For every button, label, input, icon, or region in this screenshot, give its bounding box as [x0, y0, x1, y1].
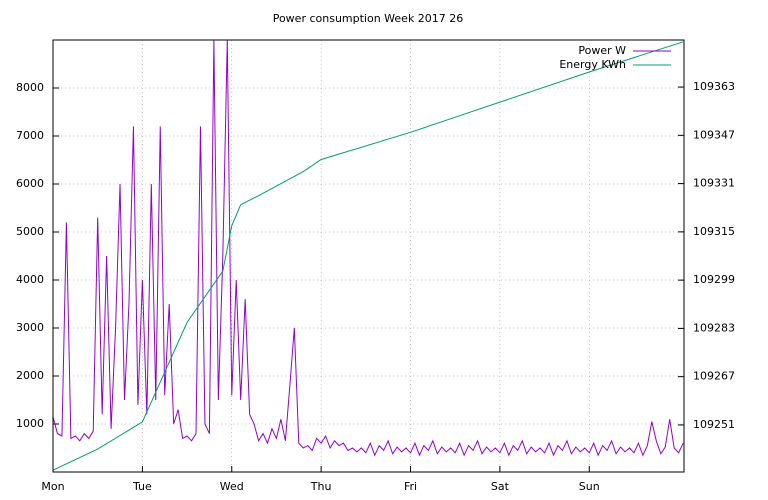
data-line	[53, 41, 684, 471]
y-tick-label: 7000	[16, 129, 44, 142]
x-tick-label: Sat	[491, 480, 510, 493]
y2-tick-label: 109267	[693, 370, 735, 383]
y-tick-label: 4000	[16, 273, 44, 286]
data-line	[53, 40, 684, 457]
x-tick-label: Wed	[220, 480, 244, 493]
y2-tick-label: 109251	[693, 418, 735, 431]
y-tick-label: 6000	[16, 177, 44, 190]
x-tick-label: Thu	[310, 480, 332, 493]
y-tick-label: 5000	[16, 225, 44, 238]
y-tick-label: 8000	[16, 81, 44, 94]
y-tick-label: 3000	[16, 321, 44, 334]
y-tick-label: 1000	[16, 417, 44, 430]
x-tick-label: Fri	[404, 480, 417, 493]
y2-tick-label: 109331	[693, 177, 735, 190]
legend-label: Power W	[578, 44, 626, 57]
y2-tick-label: 109363	[693, 80, 735, 93]
x-tick-label: Mon	[41, 480, 64, 493]
y2-tick-label: 109315	[693, 225, 735, 238]
y2-tick-label: 109347	[693, 128, 735, 141]
x-tick-label: Tue	[132, 480, 152, 493]
y2-tick-label: 109299	[693, 273, 735, 286]
legend-label: Energy KWh	[559, 58, 626, 71]
y-tick-label: 2000	[16, 369, 44, 382]
x-tick-label: Sun	[579, 480, 600, 493]
plot-border	[52, 39, 685, 473]
y2-tick-label: 109283	[693, 321, 735, 334]
chart-title: Power consumption Week 2017 26	[273, 12, 464, 25]
